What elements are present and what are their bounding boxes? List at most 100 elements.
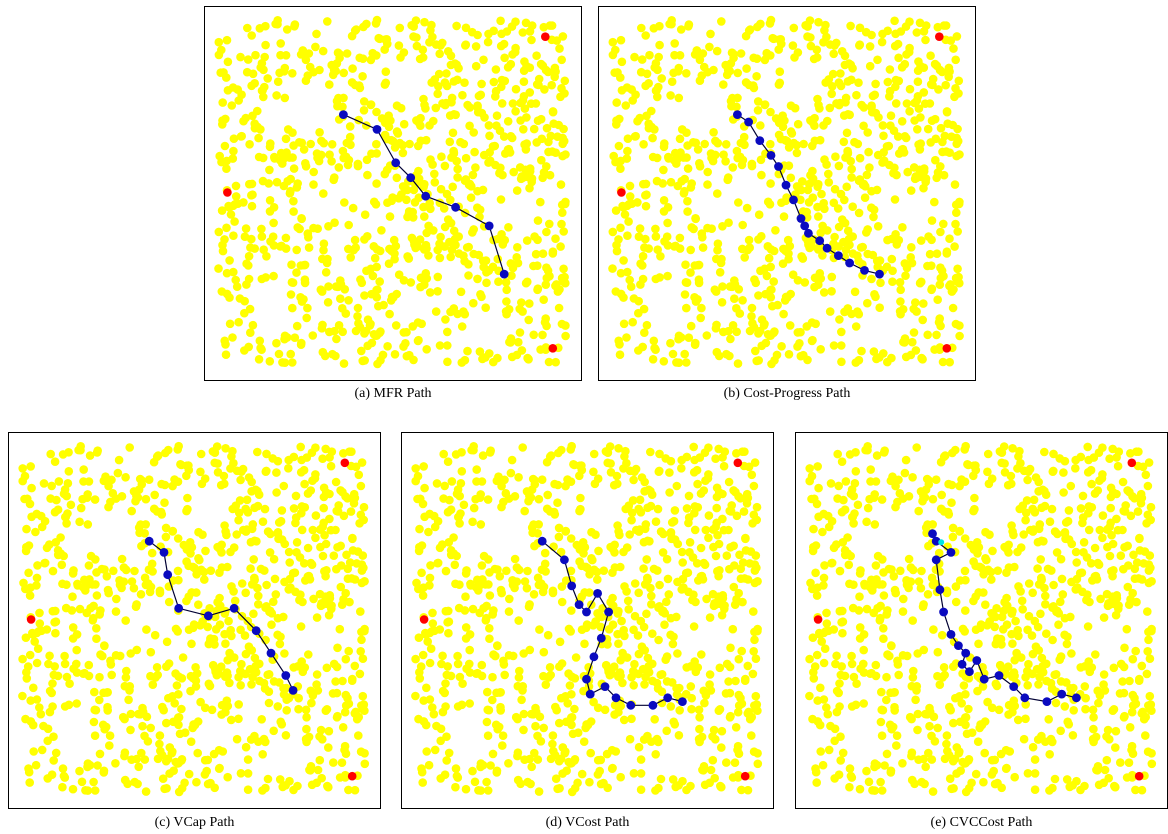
sensor-node	[1094, 698, 1103, 708]
route-node	[860, 266, 869, 275]
sensor-node	[909, 666, 918, 676]
sensor-node	[817, 189, 826, 199]
sensor-node	[781, 196, 790, 206]
sensor-node	[593, 770, 603, 779]
sensor-node	[593, 575, 602, 584]
sensor-node	[312, 29, 321, 39]
sensor-node	[174, 690, 183, 699]
sensor-node	[521, 18, 531, 28]
sensor-node	[905, 17, 914, 26]
sensor-node	[518, 28, 528, 37]
sensor-node	[385, 244, 394, 254]
sensor-node	[715, 663, 725, 673]
sensor-node	[614, 336, 623, 346]
sensor-node	[773, 300, 782, 310]
sensor-node	[634, 588, 643, 598]
sensor-node	[264, 687, 274, 696]
sensor-node	[255, 676, 264, 686]
sensor-node	[430, 178, 440, 187]
sensor-node	[675, 134, 685, 144]
sensor-node	[309, 594, 318, 604]
sensor-node	[575, 557, 584, 566]
sensor-node	[1147, 749, 1156, 758]
sensor-node	[809, 54, 819, 64]
sensor-node	[944, 750, 954, 760]
sensor-node	[1021, 714, 1030, 724]
sensor-node	[140, 755, 150, 764]
sensor-node	[910, 174, 920, 184]
sensor-node	[558, 151, 567, 161]
sensor-node	[360, 706, 369, 715]
sensor-node	[319, 239, 329, 248]
sensor-node	[231, 192, 241, 201]
sensor-node	[742, 499, 752, 508]
sensor-node	[1091, 571, 1101, 581]
sensor-node	[355, 669, 365, 679]
sensor-node	[766, 15, 776, 25]
sensor-node	[674, 781, 683, 790]
sensor-node	[469, 298, 478, 308]
sensor-node	[273, 77, 283, 86]
sensor-node	[712, 492, 722, 502]
sensor-node	[266, 529, 275, 539]
sensor-node	[945, 357, 954, 367]
route-node	[391, 158, 401, 168]
sensor-node	[436, 232, 445, 242]
sensor-node	[1143, 481, 1153, 491]
panel-caption: (c) VCap Path	[154, 815, 235, 830]
sensor-node	[288, 568, 298, 578]
sensor-node	[543, 630, 553, 640]
sensor-node	[890, 195, 900, 204]
sensor-node	[92, 634, 101, 643]
sensor-node	[1141, 470, 1151, 480]
sensor-node	[961, 441, 970, 451]
sensor-node	[230, 596, 240, 606]
sensor-node	[636, 755, 646, 764]
sensor-node	[975, 623, 985, 633]
sensor-node	[876, 613, 885, 623]
sensor-node	[982, 555, 991, 565]
sensor-node	[1112, 591, 1122, 600]
sensor-node	[194, 600, 203, 609]
sensor-node	[629, 681, 638, 690]
sensor-node	[47, 688, 56, 698]
sensor-node	[413, 336, 423, 346]
sensor-node	[484, 705, 494, 715]
sensor-node	[277, 241, 286, 251]
sensor-node	[258, 750, 267, 759]
sensor-node	[172, 681, 182, 690]
sensor-node	[1098, 470, 1107, 479]
sensor-node	[1038, 668, 1048, 677]
sensor-node	[247, 31, 256, 40]
sensor-node	[694, 260, 704, 270]
sensor-node	[216, 68, 225, 77]
sensor-node	[1041, 600, 1050, 609]
sensor-node	[711, 454, 720, 463]
sensor-node	[738, 296, 747, 305]
special-node	[813, 615, 823, 624]
sensor-node	[973, 737, 983, 746]
sensor-node	[792, 140, 801, 150]
sensor-node	[62, 519, 71, 528]
sensor-node	[182, 557, 191, 566]
sensor-node	[1118, 677, 1127, 686]
sensor-node	[1060, 613, 1070, 623]
sensor-node	[500, 76, 510, 86]
sensor-node	[630, 659, 639, 669]
sensor-node	[1087, 479, 1096, 489]
sensor-node	[662, 554, 672, 564]
sensor-node	[817, 637, 826, 646]
sensor-node	[269, 241, 279, 250]
sensor-node	[1048, 737, 1057, 747]
sensor-node	[877, 731, 887, 740]
sensor-node	[228, 333, 237, 342]
sensor-node	[415, 54, 425, 64]
sensor-node	[411, 654, 420, 664]
sensor-node	[819, 288, 829, 297]
sensor-node	[525, 27, 535, 36]
sensor-node	[1037, 653, 1047, 663]
sensor-node	[818, 221, 827, 231]
sensor-node	[957, 699, 966, 708]
sensor-node	[1068, 781, 1077, 790]
sensor-node	[752, 502, 762, 512]
